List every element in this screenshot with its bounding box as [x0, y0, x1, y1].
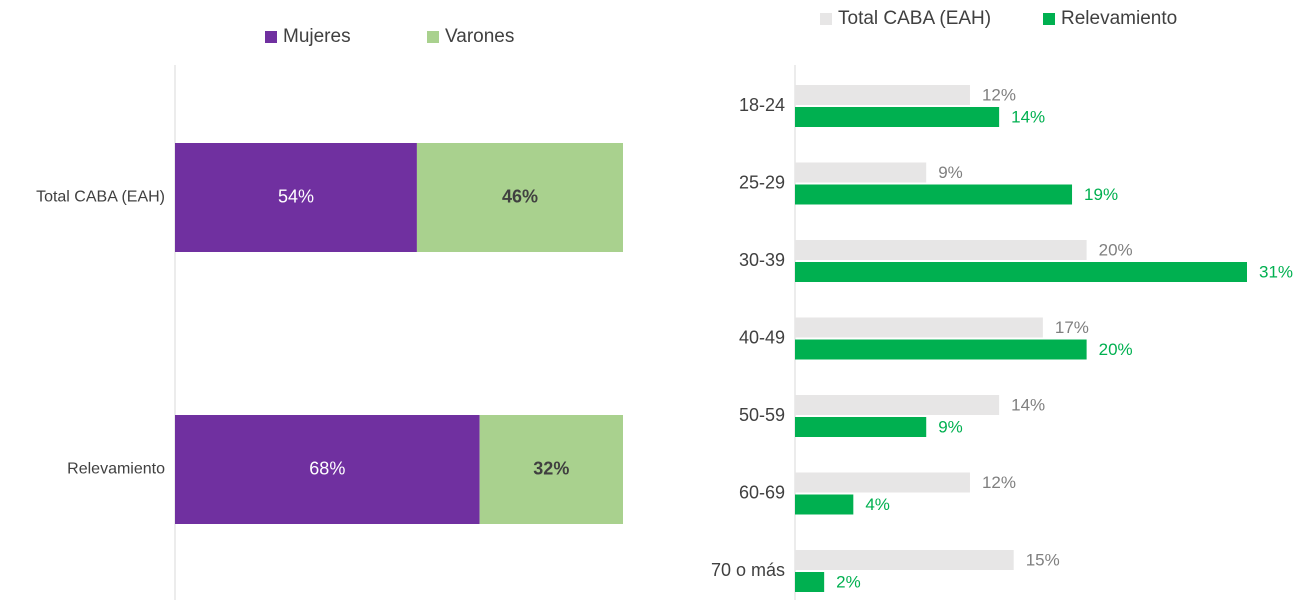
legend-swatch	[1043, 13, 1055, 25]
legend-swatch	[820, 13, 832, 25]
data-label: 12%	[982, 473, 1016, 492]
data-label: 17%	[1055, 318, 1089, 337]
data-label: 9%	[938, 163, 963, 182]
data-label: 14%	[1011, 395, 1045, 414]
bar	[795, 85, 970, 105]
bar	[795, 339, 1087, 360]
legend-swatch	[265, 31, 277, 43]
bar	[795, 550, 1014, 570]
bar	[795, 417, 927, 437]
data-label: 20%	[1099, 340, 1133, 359]
data-label: 20%	[1099, 240, 1133, 259]
category-label: 25-29	[739, 172, 785, 192]
category-label: 60-69	[739, 482, 785, 502]
data-label: 31%	[1259, 262, 1293, 281]
legend-label: Total CABA (EAH)	[838, 8, 991, 29]
data-label: 4%	[865, 495, 890, 514]
bar	[795, 472, 970, 493]
bar-segment	[479, 415, 623, 524]
data-label: 32%	[533, 458, 569, 478]
data-label: 54%	[278, 186, 314, 206]
legend-label: Varones	[445, 26, 514, 47]
data-label: 14%	[1011, 107, 1045, 126]
bar	[795, 162, 927, 183]
bar	[795, 184, 1073, 205]
bar-segment	[175, 143, 417, 252]
bar	[795, 107, 1000, 127]
data-label: 12%	[982, 85, 1016, 104]
bar	[795, 240, 1087, 260]
data-label: 15%	[1026, 550, 1060, 569]
data-label: 46%	[502, 186, 538, 206]
bar-segment	[416, 143, 623, 252]
legend-swatch	[427, 31, 439, 43]
category-label: Total CABA (EAH)	[36, 189, 165, 206]
bar	[795, 262, 1247, 282]
category-label: 30-39	[739, 250, 785, 270]
bar	[795, 572, 825, 592]
legend-label: Mujeres	[283, 26, 351, 47]
bar	[795, 317, 1043, 338]
category-label: Relevamiento	[67, 461, 165, 478]
bar	[795, 494, 854, 515]
data-label: 2%	[836, 572, 861, 591]
category-label: 50-59	[739, 405, 785, 425]
category-label: 18-24	[739, 95, 785, 115]
bar-segment	[175, 415, 480, 524]
bar	[795, 395, 1000, 415]
category-label: 40-49	[739, 327, 785, 347]
legend-label: Relevamiento	[1061, 8, 1177, 29]
data-label: 9%	[938, 417, 963, 436]
data-label: 19%	[1084, 185, 1118, 204]
data-label: 68%	[309, 458, 345, 478]
category-label: 70 o más	[711, 560, 785, 580]
